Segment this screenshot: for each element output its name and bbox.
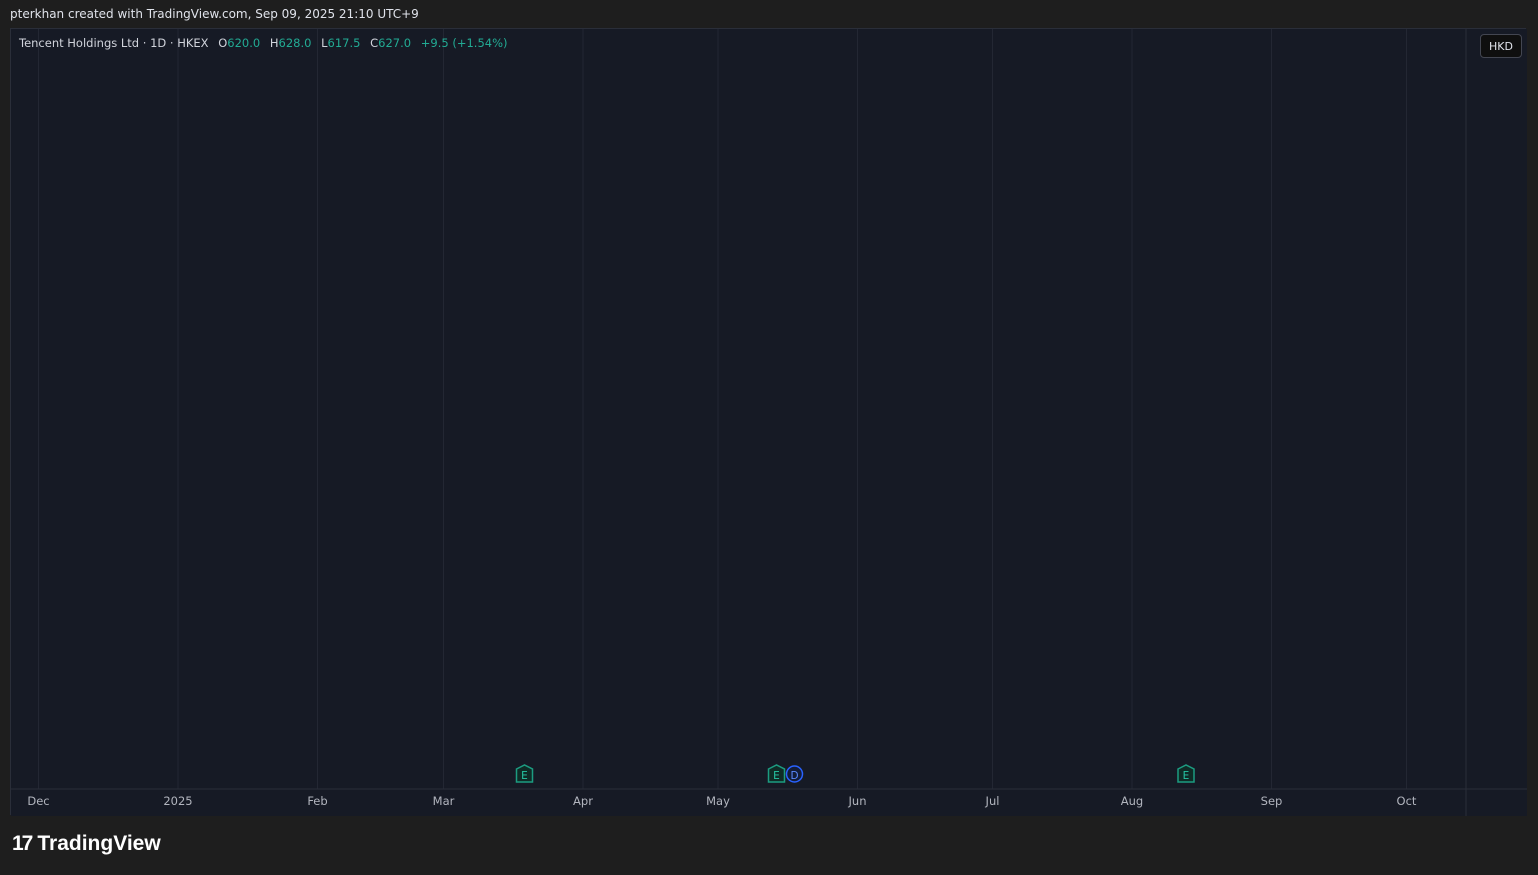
high-value: 628.0 xyxy=(278,36,312,50)
earnings-icon xyxy=(515,764,534,783)
currency-button[interactable]: HKD xyxy=(1480,34,1522,58)
time-tick-label: Oct xyxy=(1397,794,1417,808)
symbol-name[interactable]: Tencent Holdings Ltd · 1D · HKEX xyxy=(19,36,209,50)
open-label: O xyxy=(218,36,228,50)
tradingview-logo-icon: 17 xyxy=(12,832,33,855)
earnings-icon xyxy=(1177,764,1195,783)
earnings-marker[interactable]: E xyxy=(515,764,534,783)
high-label: H xyxy=(269,36,279,50)
dividend-marker[interactable]: D xyxy=(785,765,804,783)
symbol-legend: Tencent Holdings Ltd · 1D · HKEX O620.0 … xyxy=(19,36,508,50)
event-marker-label: D xyxy=(790,770,798,782)
top-bar: pterkhan created with TradingView.com, S… xyxy=(0,0,1538,28)
earnings-marker[interactable]: E xyxy=(767,764,786,783)
event-marker-label: E xyxy=(1183,770,1190,782)
time-tick-label: May xyxy=(706,794,730,808)
time-tick-label: Sep xyxy=(1261,794,1283,808)
time-axis: Dec 2025 Feb Mar Apr May Jun Jul Aug Sep Oct xyxy=(27,794,1417,808)
chart-credit: pterkhan created with TradingView.com, S… xyxy=(10,7,419,21)
chart-panel[interactable]: 264.0 (73.01%) 528EEDE640.0620.0600.0580… xyxy=(10,28,1527,816)
vertical-grid xyxy=(38,29,1407,789)
brand-name: TradingView xyxy=(37,832,161,855)
open-value: 620.0 xyxy=(227,36,261,50)
dividend-icon xyxy=(785,765,804,783)
event-marker-label: E xyxy=(521,770,528,782)
time-tick-label: 2025 xyxy=(163,794,192,808)
time-tick-label: Dec xyxy=(27,794,49,808)
close-value: 627.0 xyxy=(378,36,412,50)
time-tick-label: Feb xyxy=(307,794,327,808)
time-tick-label: Apr xyxy=(573,794,593,808)
time-tick-label: Aug xyxy=(1121,794,1143,808)
chart-background xyxy=(11,29,1527,816)
tradingview-brand[interactable]: 17 TradingView xyxy=(12,832,161,856)
low-value: 617.5 xyxy=(327,36,361,50)
low-label: L xyxy=(321,36,328,50)
change-value: +9.5 (+1.54%) xyxy=(420,36,508,50)
event-marker-label: E xyxy=(773,770,780,782)
price-chart[interactable]: 264.0 (73.01%) 528EEDE640.0620.0600.0580… xyxy=(11,29,1527,816)
time-tick-label: Jul xyxy=(985,794,1000,808)
close-label: C xyxy=(370,36,379,50)
time-tick-label: Jun xyxy=(848,794,867,808)
earnings-marker[interactable]: E xyxy=(1177,764,1195,783)
time-tick-label: Mar xyxy=(433,794,455,808)
earnings-icon xyxy=(767,764,786,783)
